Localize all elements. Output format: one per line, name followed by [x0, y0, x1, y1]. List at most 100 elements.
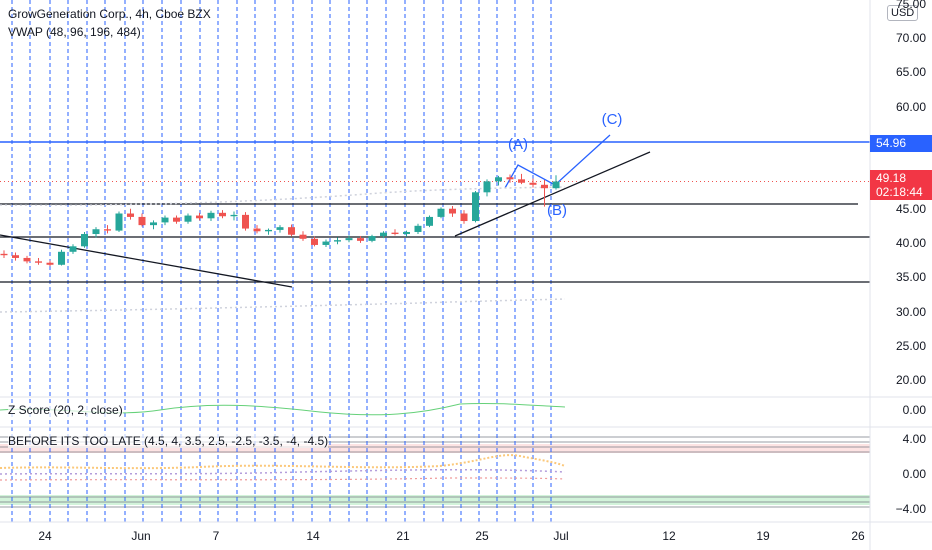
candle-body — [23, 257, 31, 262]
time-label: Jul — [553, 529, 569, 543]
price-axis-label: 75.00 — [895, 0, 926, 11]
candlestick-series[interactable] — [0, 173, 560, 267]
level-price-tag: 54.96 — [870, 135, 932, 152]
candle-body — [138, 216, 146, 226]
zscore-axis-label: 0.00 — [902, 403, 926, 417]
price-axis-label: 25.00 — [895, 338, 926, 353]
currency-badge[interactable]: USD — [887, 5, 919, 21]
candle-body — [288, 227, 295, 235]
candle-body — [46, 262, 54, 265]
candle-body — [219, 212, 226, 217]
candle-body — [311, 238, 318, 245]
candle-body — [12, 255, 19, 258]
price-axis-label: 30.00 — [895, 304, 926, 319]
candle-body — [0, 253, 8, 256]
candle-body — [173, 217, 180, 222]
candle-body — [403, 231, 410, 235]
candle-body — [184, 215, 192, 222]
oscillator-bands — [0, 436, 870, 508]
candle-body — [104, 229, 111, 231]
candle-body — [449, 208, 456, 214]
price-axis-label: 35.00 — [895, 270, 926, 285]
candle-body — [541, 184, 548, 189]
oscillator-lower-band — [0, 495, 870, 505]
candle-body — [276, 227, 284, 230]
candle-body — [414, 225, 422, 232]
candle-body — [552, 181, 560, 189]
price-axis-label: 60.00 — [895, 99, 926, 114]
time-label: 25 — [475, 529, 489, 543]
price-axis-label: 65.00 — [895, 65, 926, 80]
vwap-legend[interactable]: VWAP (48, 96, 196, 484) — [8, 25, 141, 39]
ascending-trendline — [454, 151, 651, 237]
symbol-title[interactable]: GrowGeneration Corp., 4h, Cboe BZX — [8, 7, 211, 21]
candle-body — [207, 212, 215, 219]
candle-body — [483, 181, 491, 193]
wave-label-c[interactable]: (C) — [601, 111, 623, 128]
candle-body — [357, 238, 364, 241]
bar-countdown: 02:18:44 — [876, 185, 923, 199]
time-label: 19 — [756, 529, 770, 543]
vwap-band-upper — [0, 186, 566, 206]
elliott-wave-path — [504, 134, 611, 189]
candle-body — [150, 222, 157, 226]
oscillator-legend[interactable]: BEFORE ITS TOO LATE (4.5, 4, 3.5, 2.5, -… — [8, 434, 329, 448]
wave-label-a[interactable]: (A) — [508, 136, 528, 153]
candle-body — [161, 217, 169, 223]
vwap-band-lower — [0, 298, 566, 313]
candle-body — [242, 214, 249, 229]
candle-body — [345, 238, 353, 241]
candle-body — [58, 251, 65, 265]
time-label: 26 — [851, 529, 865, 543]
candle-body — [529, 182, 537, 185]
candle-body — [322, 241, 330, 245]
oscillator-signal-line — [0, 468, 566, 475]
time-label: 21 — [396, 529, 410, 543]
candle-body — [230, 214, 238, 217]
candle-body — [69, 246, 77, 252]
price-axis-label: 40.00 — [895, 236, 926, 251]
oscillator-axis-label-mid: 0.00 — [902, 467, 926, 481]
candle-body — [472, 192, 479, 222]
oscillator-axis-label-top: 4.00 — [902, 432, 926, 446]
time-label: 12 — [662, 529, 676, 543]
time-label: 14 — [306, 529, 320, 543]
price-axis-label: 45.00 — [895, 202, 926, 217]
candle-body — [495, 177, 502, 182]
time-label: Jun — [131, 529, 151, 543]
candle-body — [265, 229, 272, 232]
candle-body — [368, 236, 376, 241]
oscillator-line — [0, 454, 566, 470]
candle-body — [196, 215, 203, 219]
candle-body — [518, 179, 525, 183]
current-price-tag: 49.18 02:18:44 — [870, 170, 932, 200]
candle-body — [253, 228, 261, 232]
price-axis-label: 70.00 — [895, 31, 926, 46]
candle-body — [437, 208, 445, 217]
trendline-drawings[interactable] — [0, 134, 651, 288]
oscillator-axis-label-bottom: −4.00 — [895, 502, 926, 516]
candle-body — [35, 261, 42, 263]
oscillator-upper-band — [0, 444, 870, 453]
candle-body — [391, 232, 399, 235]
candle-body — [460, 213, 468, 222]
candle-body — [334, 240, 341, 242]
candle-body — [426, 216, 433, 226]
candle-body — [506, 177, 514, 180]
zscore-legend[interactable]: Z Score (20, 2, close) — [8, 403, 123, 417]
candle-body — [380, 232, 387, 237]
candle-body — [81, 234, 88, 247]
candle-body — [127, 213, 134, 217]
time-label: 24 — [38, 529, 52, 543]
descending-trendline — [0, 234, 293, 288]
current-price-value: 49.18 — [876, 171, 907, 185]
candle-body — [299, 234, 307, 239]
vwap-bands — [0, 186, 566, 313]
oscillator-baseline — [0, 477, 566, 481]
wave-label-b[interactable]: (B) — [547, 202, 567, 219]
price-axis-label: 20.00 — [895, 372, 926, 387]
candle-body — [92, 229, 100, 235]
